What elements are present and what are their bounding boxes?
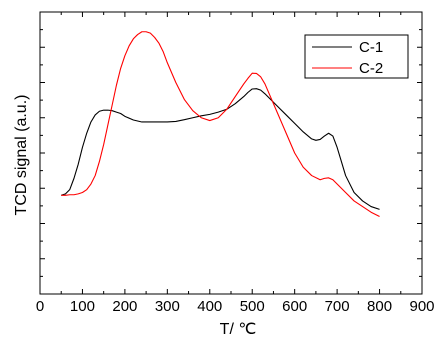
x-tick-label: 300 — [155, 298, 180, 315]
x-tick-label: 800 — [367, 298, 392, 315]
series-lines — [61, 31, 380, 217]
x-tick-label: 400 — [197, 298, 222, 315]
x-axis-title: T/ ℃ — [220, 321, 257, 338]
x-tick-label: 100 — [70, 298, 95, 315]
legend-label-c1: C-1 — [359, 39, 383, 56]
legend: C-1 C-2 — [304, 34, 409, 79]
axis-ticks — [39, 12, 423, 294]
x-tick-label: 200 — [112, 298, 137, 315]
legend-box — [304, 34, 409, 79]
legend-label-c2: C-2 — [359, 60, 383, 77]
x-tick-label: 0 — [36, 298, 44, 315]
x-tick-label: 700 — [325, 298, 350, 315]
x-tick-label: 600 — [282, 298, 307, 315]
x-tick-label: 500 — [240, 298, 265, 315]
y-axis-title: TCD signal (a.u.) — [13, 95, 30, 216]
x-tick-label: 900 — [409, 298, 434, 315]
series-line-c-1 — [61, 88, 380, 210]
x-tick-labels: 0 100 200 300 400 500 600 700 800 900 — [36, 298, 435, 315]
series-line-c-2 — [61, 31, 380, 217]
